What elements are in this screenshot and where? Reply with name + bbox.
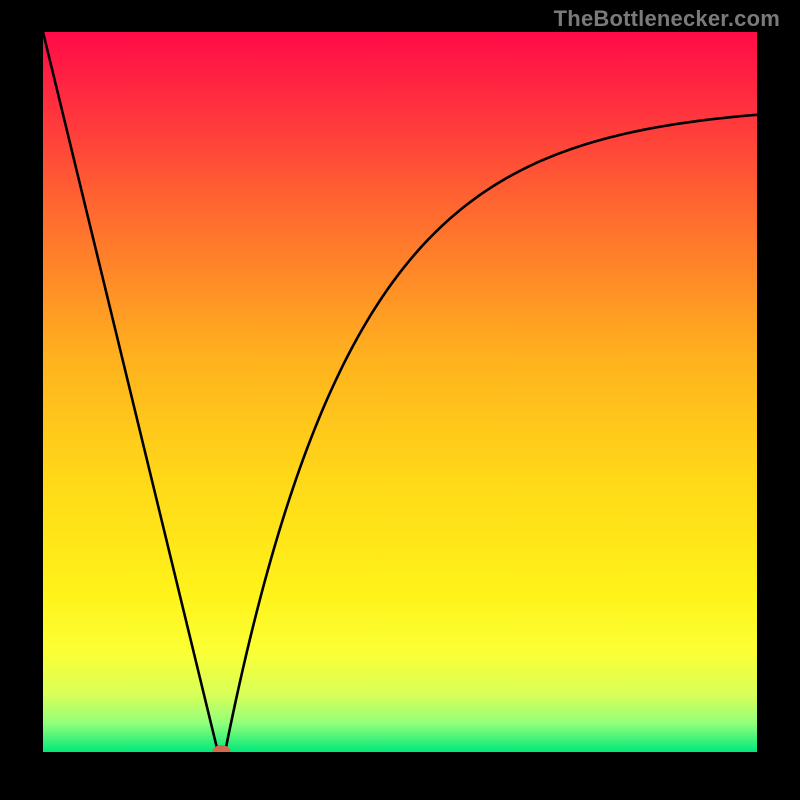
plot-background [43, 32, 757, 752]
bottleneck-chart [0, 0, 800, 800]
chart-frame: TheBottlenecker.com [0, 0, 800, 800]
watermark-text: TheBottlenecker.com [554, 6, 780, 32]
